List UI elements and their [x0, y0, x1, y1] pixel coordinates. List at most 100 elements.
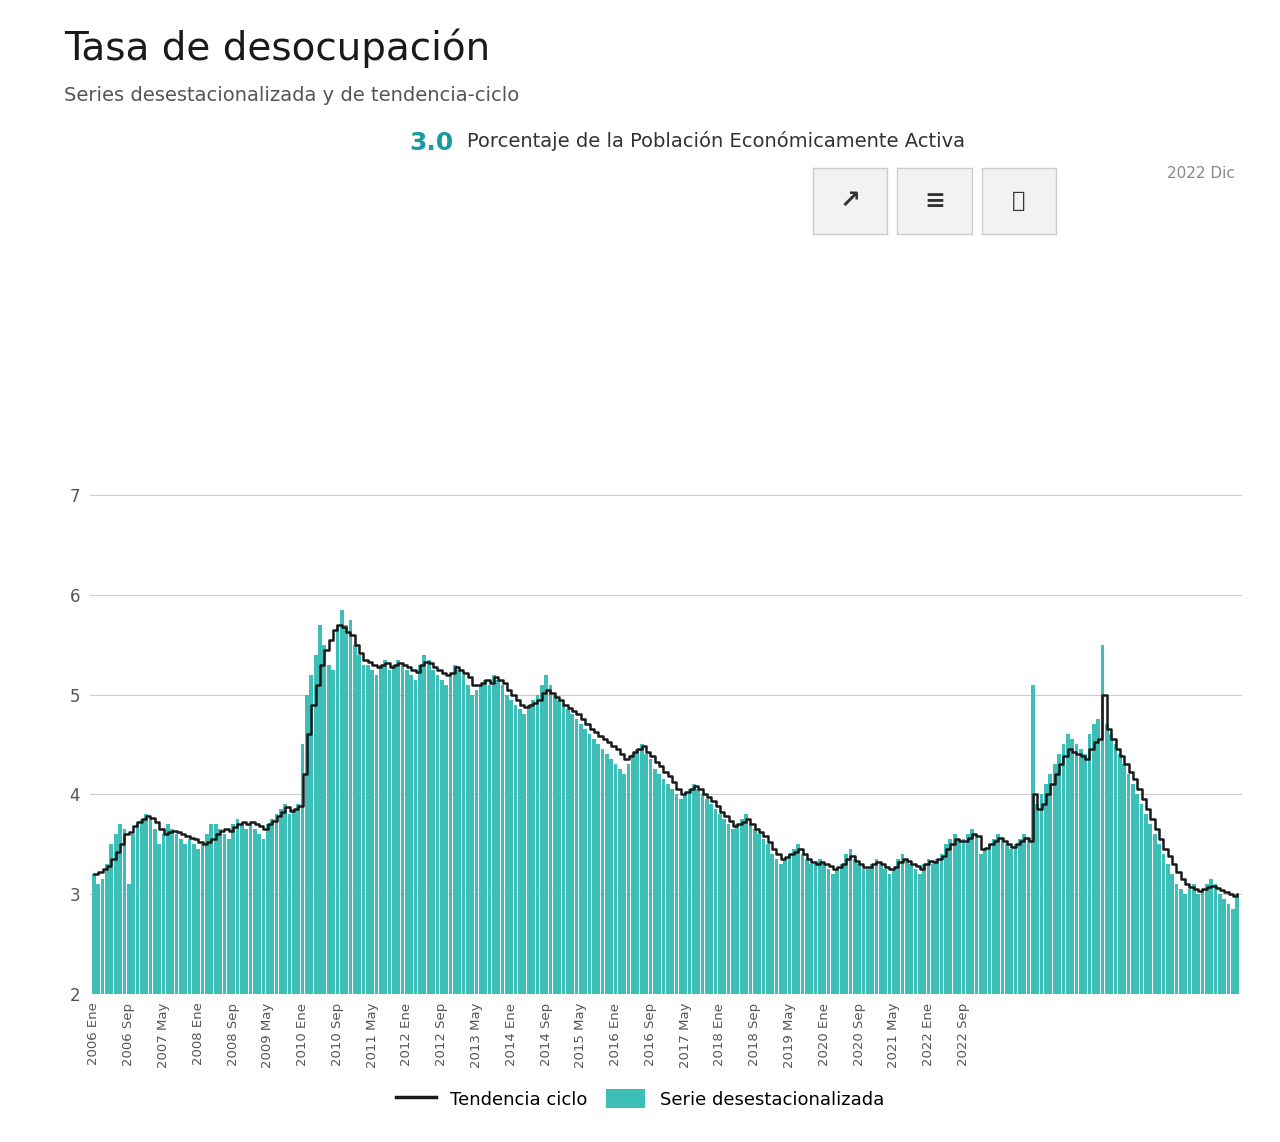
Bar — [579, 724, 582, 994]
Bar — [957, 839, 961, 994]
Bar — [1079, 749, 1083, 994]
Bar — [270, 819, 274, 994]
Bar — [239, 825, 243, 994]
Bar — [462, 675, 466, 994]
Bar — [918, 874, 922, 994]
Bar — [923, 864, 927, 994]
Bar — [678, 799, 682, 994]
Bar — [118, 825, 122, 994]
Bar — [161, 834, 165, 994]
Bar — [261, 839, 265, 994]
Bar — [896, 859, 900, 994]
Bar — [457, 669, 461, 994]
Bar — [931, 864, 934, 994]
Bar — [1188, 888, 1192, 994]
Bar — [974, 834, 978, 994]
Bar — [484, 679, 488, 994]
Bar — [644, 755, 648, 994]
Bar — [635, 749, 639, 994]
Bar — [1005, 844, 1009, 994]
Bar — [154, 829, 156, 994]
Bar — [105, 864, 109, 994]
Bar — [588, 734, 591, 994]
Bar — [879, 864, 883, 994]
Bar — [996, 834, 1000, 994]
Bar — [692, 785, 696, 994]
Bar — [657, 774, 660, 994]
Bar — [823, 864, 826, 994]
Bar — [392, 665, 396, 994]
Bar — [870, 864, 874, 994]
Bar — [500, 684, 504, 994]
Bar — [1023, 834, 1027, 994]
Bar — [927, 859, 931, 994]
Bar — [805, 859, 809, 994]
Text: ↗: ↗ — [840, 188, 860, 214]
Bar — [758, 834, 760, 994]
Bar — [362, 665, 365, 994]
Bar — [640, 745, 644, 994]
Bar — [749, 825, 753, 994]
Bar — [509, 700, 513, 994]
Bar — [649, 759, 653, 994]
Bar — [527, 705, 530, 994]
Bar — [901, 854, 905, 994]
Bar — [671, 789, 675, 994]
Bar — [966, 834, 969, 994]
Bar — [609, 759, 613, 994]
Bar — [540, 684, 544, 994]
Bar — [801, 854, 804, 994]
Bar — [684, 794, 687, 994]
Bar — [110, 844, 113, 994]
Bar — [849, 849, 852, 994]
Bar — [384, 660, 387, 994]
Bar — [319, 625, 321, 994]
Bar — [762, 839, 765, 994]
Bar — [148, 819, 152, 994]
Bar — [422, 654, 426, 994]
Bar — [544, 675, 548, 994]
Bar — [618, 770, 622, 994]
Bar — [1179, 888, 1183, 994]
Bar — [988, 844, 991, 994]
Bar — [1226, 903, 1230, 994]
Bar — [323, 645, 326, 994]
Bar — [275, 814, 278, 994]
Bar — [1053, 764, 1056, 994]
Bar — [401, 665, 404, 994]
Bar — [413, 679, 417, 994]
Bar — [1231, 909, 1235, 994]
Bar — [332, 669, 335, 994]
Bar — [952, 834, 956, 994]
Bar — [1161, 854, 1165, 994]
Bar — [157, 844, 161, 994]
Bar — [1126, 774, 1130, 994]
Bar — [731, 829, 735, 994]
Bar — [479, 684, 483, 994]
Bar — [553, 694, 557, 994]
Bar — [1066, 734, 1070, 994]
Bar — [774, 859, 778, 994]
Bar — [236, 819, 239, 994]
Bar — [1153, 834, 1157, 994]
Bar — [531, 700, 535, 994]
Bar — [366, 665, 370, 994]
Bar — [419, 665, 422, 994]
Bar — [535, 694, 539, 994]
Text: 2022 Dic: 2022 Dic — [1167, 166, 1235, 180]
Bar — [426, 660, 430, 994]
Bar — [865, 869, 869, 994]
Bar — [696, 789, 700, 994]
Bar — [279, 810, 283, 994]
Bar — [335, 625, 339, 994]
Bar — [1139, 804, 1143, 994]
Bar — [1001, 839, 1005, 994]
Bar — [1166, 864, 1170, 994]
Bar — [600, 749, 604, 994]
Bar — [92, 874, 96, 994]
Bar — [475, 690, 479, 994]
Bar — [410, 675, 413, 994]
Bar — [687, 789, 691, 994]
Bar — [127, 884, 131, 994]
Bar — [210, 825, 214, 994]
